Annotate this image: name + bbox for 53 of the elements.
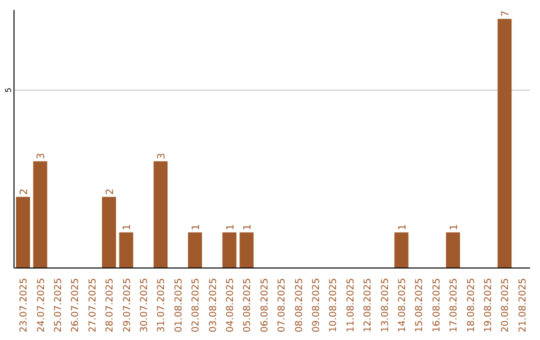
x-tick-label: 05.08.2025 bbox=[242, 278, 254, 332]
bar bbox=[394, 232, 408, 268]
x-tick-label: 01.08.2025 bbox=[173, 278, 184, 332]
y-tick-label: 5 bbox=[4, 88, 13, 93]
x-tick-label: 21.08.2025 bbox=[517, 278, 528, 332]
data-label: 1 bbox=[242, 224, 254, 230]
data-label: 1 bbox=[397, 224, 408, 230]
data-label: 1 bbox=[449, 224, 460, 230]
x-tick-label: 15.08.2025 bbox=[414, 278, 426, 332]
x-tick-label: 09.08.2025 bbox=[311, 278, 322, 332]
bar bbox=[446, 232, 460, 268]
bar bbox=[33, 161, 48, 268]
x-tick-label: 30.07.2025 bbox=[139, 278, 150, 332]
bar bbox=[16, 196, 30, 268]
x-tick-label: 20.08.2025 bbox=[500, 278, 512, 332]
x-tick-label: 24.07.2025 bbox=[36, 278, 47, 332]
data-label: 7 bbox=[500, 10, 512, 17]
x-tick-label: 28.07.2025 bbox=[104, 278, 116, 332]
x-tick-label: 11.08.2025 bbox=[345, 278, 356, 332]
data-label: 2 bbox=[19, 188, 30, 195]
x-tick-label: 16.08.2025 bbox=[431, 278, 442, 332]
x-tick-label: 03.08.2025 bbox=[208, 278, 219, 332]
x-tick-label: 26.07.2025 bbox=[70, 278, 82, 332]
x-tick-label: 31.07.2025 bbox=[156, 278, 168, 332]
x-tick-label: 02.08.2025 bbox=[190, 278, 202, 332]
x-tick-label: 29.07.2025 bbox=[122, 278, 133, 332]
x-tick-label: 18.08.2025 bbox=[466, 278, 477, 332]
x-tick-label: 19.08.2025 bbox=[483, 278, 494, 332]
x-tick-label: 14.08.2025 bbox=[397, 278, 408, 332]
bar bbox=[240, 232, 254, 268]
x-tick-label: 04.08.2025 bbox=[225, 278, 236, 332]
data-label: 1 bbox=[225, 224, 236, 230]
x-tick-label: 13.08.2025 bbox=[380, 278, 391, 332]
data-label: 1 bbox=[191, 224, 202, 230]
data-label: 3 bbox=[156, 152, 168, 160]
bar bbox=[498, 18, 512, 268]
x-tick-label: 27.07.2025 bbox=[87, 278, 98, 332]
x-tick-label: 25.07.2025 bbox=[53, 278, 64, 332]
x-tick-label: 17.08.2025 bbox=[448, 278, 460, 332]
bar bbox=[119, 232, 134, 268]
data-label: 3 bbox=[36, 152, 48, 160]
x-tick-label: 10.08.2025 bbox=[328, 278, 340, 332]
x-tick-label: 23.07.2025 bbox=[18, 278, 30, 332]
x-tick-label: 07.08.2025 bbox=[276, 278, 288, 332]
data-label: 1 bbox=[122, 224, 134, 230]
x-tick-label: 06.08.2025 bbox=[259, 278, 270, 332]
bar bbox=[188, 232, 202, 268]
x-tick-label: 08.08.2025 bbox=[294, 278, 305, 332]
x-tick-label: 12.08.2025 bbox=[362, 278, 374, 332]
bar bbox=[222, 232, 236, 268]
data-label: 2 bbox=[105, 188, 116, 195]
bar bbox=[102, 196, 116, 268]
bar bbox=[154, 161, 168, 268]
